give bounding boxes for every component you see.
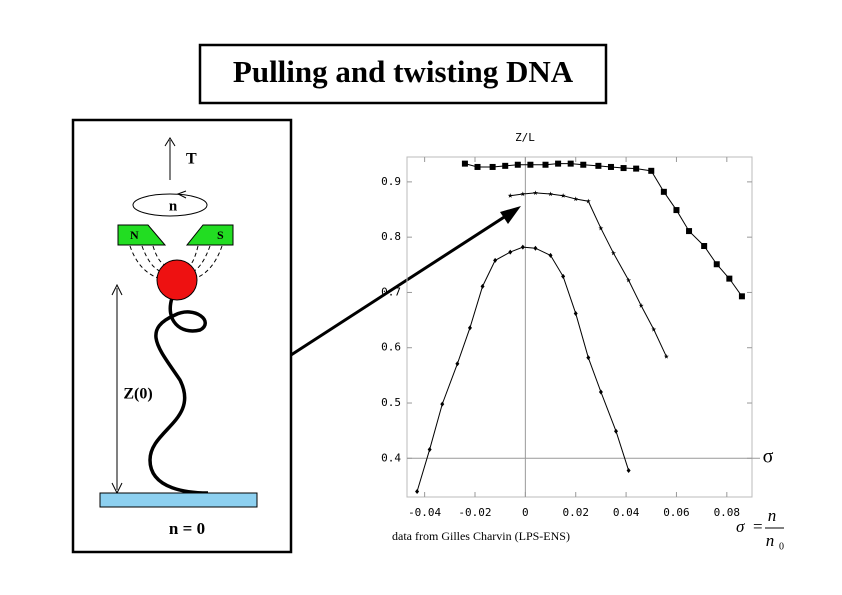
data-point — [573, 196, 579, 202]
bead — [156, 259, 198, 301]
magnet-n — [117, 224, 167, 246]
data-point — [626, 277, 632, 283]
data-point — [663, 353, 669, 359]
data-point — [598, 225, 604, 231]
formula-sub: 0 — [779, 541, 784, 552]
data-point — [648, 167, 655, 174]
data-point — [651, 326, 657, 332]
formula-eq: = — [753, 517, 763, 536]
data-point — [638, 303, 644, 308]
formula: σ = n n 0 — [736, 506, 784, 552]
data-point — [474, 163, 481, 170]
x-tick-label: -0.04 — [408, 506, 441, 519]
credit: data from Gilles Charvin (LPS-ENS) — [392, 529, 570, 543]
y-tick-label: 0.9 — [381, 175, 401, 188]
x-tick-label: 0.04 — [613, 506, 640, 519]
data-point — [726, 275, 733, 282]
data-point — [614, 428, 619, 434]
data-point — [660, 188, 667, 195]
data-point — [533, 245, 538, 251]
data-point — [415, 488, 420, 494]
pointer-arrow-head — [500, 206, 521, 224]
data-point — [514, 161, 521, 168]
data-point — [607, 163, 614, 170]
formula-lhs: σ — [736, 517, 745, 536]
data-point — [508, 249, 513, 255]
data-point — [598, 389, 603, 395]
extension-label: Z(0) — [123, 386, 152, 403]
x-tick-label: -0.02 — [458, 506, 491, 519]
formula-den: n — [766, 531, 775, 550]
data-point — [580, 161, 587, 168]
data-point — [427, 446, 432, 452]
x-tick-label: 0.06 — [663, 506, 690, 519]
diagram-box — [71, 118, 293, 554]
series-line — [464, 163, 743, 297]
data-point — [440, 401, 445, 407]
y-tick-label: 0.6 — [381, 341, 401, 354]
data-point — [626, 467, 631, 473]
data-point — [480, 283, 485, 289]
y-tick-label: 0.4 — [381, 451, 401, 464]
data-point — [567, 160, 574, 167]
data-point — [673, 207, 680, 214]
y-tick-label: 0.7 — [381, 285, 401, 298]
force-arrow-head — [164, 137, 176, 147]
data-point — [713, 261, 720, 268]
data-point — [455, 361, 460, 367]
data-point — [586, 355, 591, 361]
force-label: T — [186, 151, 197, 168]
data-point — [573, 310, 578, 316]
data-point — [595, 162, 602, 169]
data-point — [701, 243, 708, 250]
data-point — [532, 190, 538, 196]
data-point — [527, 161, 534, 168]
data-point — [542, 161, 549, 168]
diagram: T n N S Z(0) n = 0 — [99, 137, 258, 538]
pointer-arrow — [290, 210, 513, 357]
data-point — [467, 325, 472, 331]
data-point — [686, 228, 693, 235]
series-line — [416, 246, 630, 492]
magnet-s — [185, 224, 234, 246]
data-point — [493, 257, 498, 263]
slide-title: Pulling and twisting DNA — [233, 54, 574, 89]
x-tick-label: 0 — [522, 506, 529, 519]
caption: n = 0 — [169, 519, 205, 538]
data-point — [548, 191, 554, 197]
data-point — [738, 293, 745, 300]
data-point — [548, 252, 553, 258]
surface — [99, 492, 258, 508]
data-point — [520, 191, 526, 197]
data-point — [507, 193, 513, 198]
y-axis-label: Z/L — [515, 131, 535, 144]
magnet-n-label: N — [130, 228, 139, 242]
twist-loop — [132, 193, 208, 217]
data-point — [555, 160, 562, 167]
twist-arrow — [176, 190, 187, 199]
data-point — [489, 163, 496, 170]
twist-label: n — [169, 198, 178, 214]
data-point — [611, 250, 616, 256]
formula-num: n — [768, 506, 777, 525]
x-tick-label: 0.02 — [562, 506, 589, 519]
data-point — [560, 193, 566, 198]
x-axis-label: σ — [763, 446, 774, 468]
title-box — [198, 43, 608, 105]
data-point — [461, 160, 468, 167]
data-point — [633, 165, 640, 172]
data-point — [620, 165, 627, 172]
data-point — [502, 162, 509, 169]
y-tick-label: 0.8 — [381, 230, 401, 243]
data-point — [520, 244, 525, 250]
data-point — [561, 273, 566, 279]
dna-strand — [148, 297, 209, 495]
plot-frame — [406, 156, 753, 498]
magnet-s-label: S — [217, 228, 224, 242]
data-point — [585, 198, 591, 204]
y-tick-label: 0.5 — [381, 396, 401, 409]
series-line — [510, 192, 667, 357]
x-tick-label: 0.08 — [714, 506, 741, 519]
